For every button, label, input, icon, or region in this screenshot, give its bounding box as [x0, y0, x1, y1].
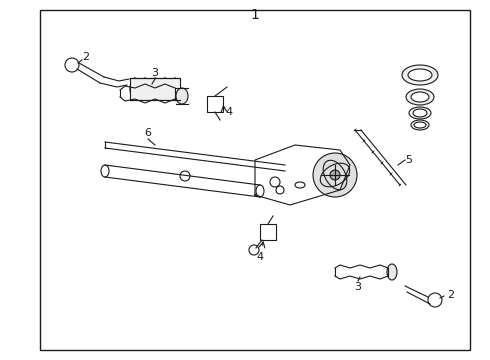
Text: 3: 3: [151, 68, 158, 78]
Ellipse shape: [414, 122, 426, 128]
Ellipse shape: [408, 69, 432, 81]
Ellipse shape: [387, 264, 397, 280]
Bar: [40, 10, 470, 350]
Text: 6: 6: [145, 128, 151, 138]
Ellipse shape: [411, 120, 429, 130]
Ellipse shape: [411, 92, 429, 102]
Ellipse shape: [409, 107, 431, 119]
Text: 3: 3: [354, 282, 362, 292]
Text: 2: 2: [447, 290, 454, 300]
Bar: [207, 96, 223, 112]
Ellipse shape: [402, 65, 438, 85]
Text: 1: 1: [250, 8, 259, 22]
Text: 5: 5: [405, 155, 412, 165]
Ellipse shape: [413, 109, 427, 117]
Text: 2: 2: [82, 52, 89, 62]
Ellipse shape: [313, 153, 357, 197]
Text: 4: 4: [256, 252, 264, 262]
Ellipse shape: [406, 89, 434, 105]
Bar: [130, 78, 180, 100]
Ellipse shape: [330, 170, 340, 180]
Ellipse shape: [176, 88, 188, 104]
Text: 4: 4: [225, 107, 232, 117]
Bar: [260, 224, 276, 240]
